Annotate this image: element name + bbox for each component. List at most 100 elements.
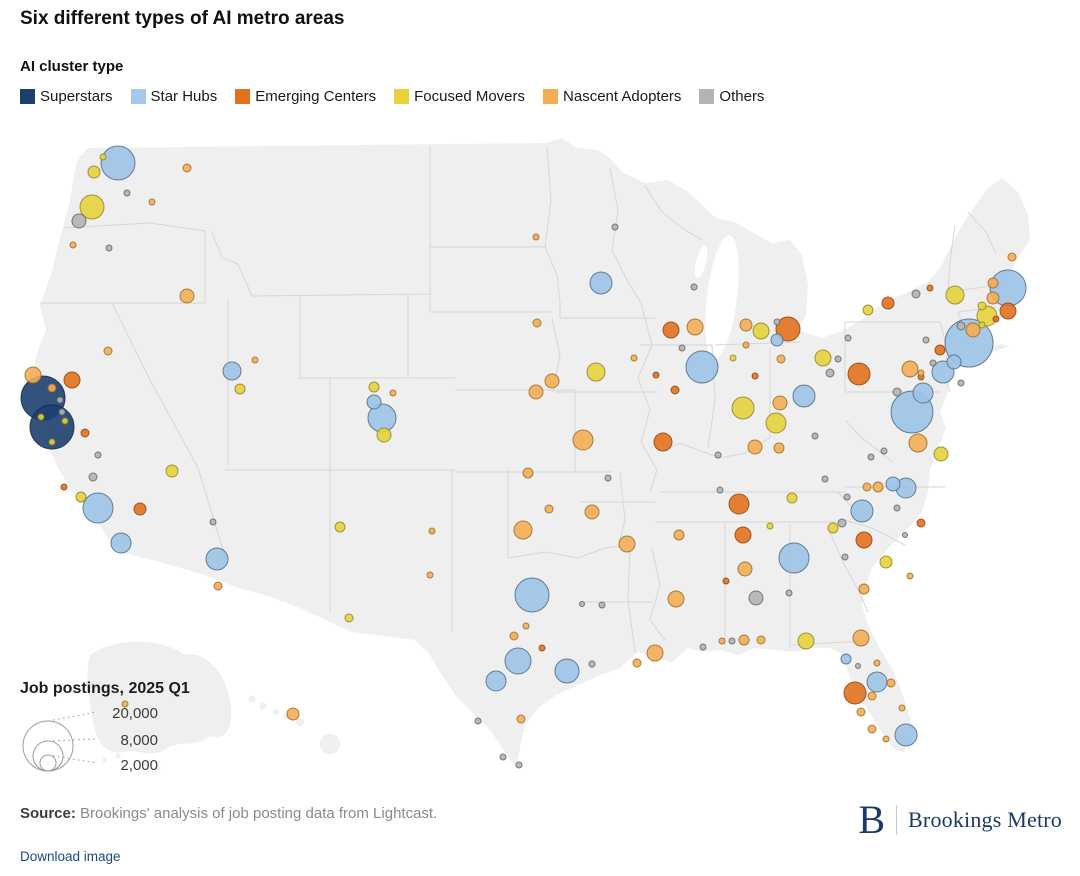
metro-bubble[interactable]: [999, 302, 1017, 320]
metro-bubble[interactable]: [532, 318, 542, 328]
metro-bubble[interactable]: [716, 486, 724, 494]
metro-bubble[interactable]: [515, 761, 523, 769]
metro-bubble[interactable]: [987, 277, 999, 289]
metro-bubble[interactable]: [670, 385, 680, 395]
metro-bubble[interactable]: [748, 590, 764, 606]
metro-bubble[interactable]: [618, 535, 636, 553]
metro-bubble[interactable]: [514, 577, 550, 613]
metro-bubble[interactable]: [209, 518, 217, 526]
metro-bubble[interactable]: [522, 467, 534, 479]
metro-bubble[interactable]: [105, 244, 113, 252]
metro-bubble[interactable]: [756, 635, 766, 645]
metro-bubble[interactable]: [71, 213, 87, 229]
metro-bubble[interactable]: [872, 481, 884, 493]
metro-bubble[interactable]: [718, 637, 726, 645]
metro-bubble[interactable]: [858, 583, 870, 595]
metro-bubble[interactable]: [678, 344, 686, 352]
metro-bubble[interactable]: [734, 526, 752, 544]
metro-bubble[interactable]: [882, 735, 890, 743]
metro-bubble[interactable]: [778, 542, 810, 574]
metro-bubble[interactable]: [827, 522, 839, 534]
metro-bubble[interactable]: [251, 356, 259, 364]
metro-bubble[interactable]: [182, 163, 192, 173]
metro-bubble[interactable]: [978, 321, 986, 329]
metro-bubble[interactable]: [69, 241, 77, 249]
metro-bubble[interactable]: [862, 482, 872, 492]
metro-bubble[interactable]: [428, 527, 436, 535]
metro-bubble[interactable]: [544, 373, 560, 389]
metro-bubble[interactable]: [912, 382, 934, 404]
metro-bubble[interactable]: [24, 366, 42, 384]
metro-bubble[interactable]: [60, 483, 68, 491]
metro-bubble[interactable]: [957, 379, 965, 387]
metro-bubble[interactable]: [58, 408, 66, 416]
metro-bubble[interactable]: [544, 504, 554, 514]
metro-bubble[interactable]: [509, 631, 519, 641]
metro-bubble[interactable]: [946, 354, 962, 370]
metro-bubble[interactable]: [334, 521, 346, 533]
metro-bubble[interactable]: [528, 384, 544, 400]
metro-bubble[interactable]: [179, 288, 195, 304]
metro-bubble[interactable]: [148, 198, 156, 206]
metro-bubble[interactable]: [834, 355, 842, 363]
metro-bubble[interactable]: [855, 663, 861, 669]
metro-bubble[interactable]: [722, 577, 730, 585]
metro-bubble[interactable]: [911, 289, 921, 299]
metro-bubble[interactable]: [843, 681, 867, 705]
metro-bubble[interactable]: [389, 389, 397, 397]
metro-bubble[interactable]: [82, 492, 114, 524]
metro-bubble[interactable]: [662, 321, 680, 339]
metro-bubble[interactable]: [906, 572, 914, 580]
metro-bubble[interactable]: [977, 301, 987, 311]
metro-bubble[interactable]: [611, 223, 619, 231]
metro-bubble[interactable]: [986, 291, 1000, 305]
metro-bubble[interactable]: [929, 359, 937, 367]
metro-bubble[interactable]: [646, 644, 664, 662]
metro-bubble[interactable]: [739, 318, 753, 332]
metro-bubble[interactable]: [103, 346, 113, 356]
metro-bubble[interactable]: [80, 428, 90, 438]
metro-bubble[interactable]: [862, 304, 874, 316]
metro-bubble[interactable]: [867, 724, 877, 734]
metro-bubble[interactable]: [504, 647, 532, 675]
metro-bubble[interactable]: [516, 714, 526, 724]
metro-bubble[interactable]: [48, 438, 56, 446]
metro-bubble[interactable]: [901, 360, 919, 378]
metro-bubble[interactable]: [376, 427, 392, 443]
metro-bubble[interactable]: [811, 432, 819, 440]
metro-bubble[interactable]: [366, 394, 382, 410]
metro-bubble[interactable]: [892, 387, 902, 397]
metro-bubble[interactable]: [47, 383, 57, 393]
metro-bubble[interactable]: [652, 371, 660, 379]
metro-bubble[interactable]: [604, 474, 612, 482]
metro-bubble[interactable]: [881, 296, 895, 310]
metro-bubble[interactable]: [728, 637, 736, 645]
metro-bubble[interactable]: [99, 153, 107, 161]
metro-bubble[interactable]: [213, 581, 223, 591]
metro-bubble[interactable]: [426, 571, 434, 579]
metro-bubble[interactable]: [729, 354, 737, 362]
metro-bubble[interactable]: [821, 475, 829, 483]
metro-bubble[interactable]: [922, 336, 930, 344]
metro-bubble[interactable]: [850, 499, 874, 523]
metro-bubble[interactable]: [234, 383, 246, 395]
metro-bubble[interactable]: [690, 283, 698, 291]
metro-bubble[interactable]: [522, 622, 530, 630]
metro-bubble[interactable]: [100, 145, 136, 181]
metro-bubble[interactable]: [917, 369, 925, 377]
metro-bubble[interactable]: [538, 644, 546, 652]
metro-bubble[interactable]: [728, 493, 750, 515]
metro-bubble[interactable]: [856, 707, 866, 717]
metro-bubble[interactable]: [814, 349, 832, 367]
metro-bubble[interactable]: [840, 653, 852, 665]
metro-bubble[interactable]: [714, 451, 722, 459]
metro-bubble[interactable]: [747, 439, 763, 455]
metro-bubble[interactable]: [885, 476, 901, 492]
metro-bubble[interactable]: [841, 553, 849, 561]
metro-bubble[interactable]: [589, 271, 613, 295]
metro-bubble[interactable]: [945, 285, 965, 305]
metro-bubble[interactable]: [344, 613, 354, 623]
metro-bubble[interactable]: [731, 396, 755, 420]
metro-bubble[interactable]: [742, 341, 750, 349]
metro-bubble[interactable]: [56, 396, 64, 404]
